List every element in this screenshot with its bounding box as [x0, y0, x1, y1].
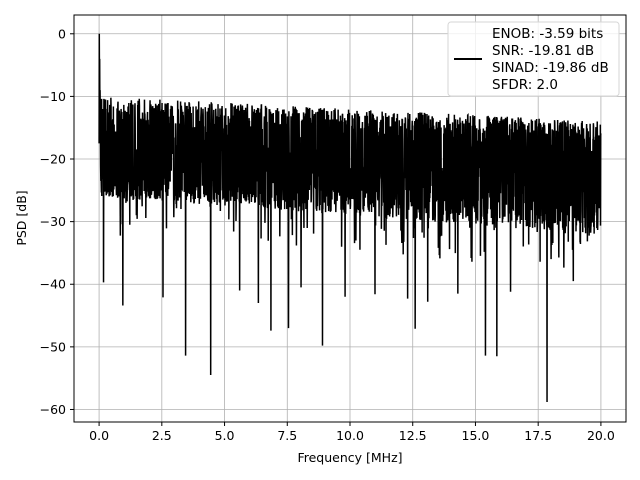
x-tick-label: 5.0: [215, 428, 235, 443]
y-tick-label: −50: [40, 339, 66, 354]
y-tick-label: −20: [40, 152, 66, 167]
y-tick-label: −40: [40, 277, 66, 292]
x-tick-label: 10.0: [336, 428, 364, 443]
x-tick-label: 7.5: [277, 428, 297, 443]
x-tick-label: 2.5: [152, 428, 172, 443]
legend: ENOB: -3.59 bits SNR: -19.81 dB SINAD: -…: [447, 21, 620, 97]
legend-enob: ENOB: -3.59 bits: [492, 26, 603, 42]
y-tick-label: −30: [40, 214, 66, 229]
y-tick-label: −10: [40, 89, 66, 104]
x-axis-label: Frequency [MHz]: [297, 450, 402, 465]
x-tick-label: 15.0: [462, 428, 490, 443]
legend-snr: SNR: -19.81 dB: [492, 43, 594, 59]
legend-box: [447, 21, 620, 97]
plot-area: [98, 33, 602, 402]
psd-series-line: [98, 33, 602, 402]
y-axis-label: PSD [dB]: [14, 190, 29, 245]
legend-sinad: SINAD: -19.86 dB: [492, 60, 609, 76]
x-tick-label: 0.0: [89, 428, 109, 443]
x-tick-label: 12.5: [399, 428, 427, 443]
x-tick-label: 17.5: [524, 428, 552, 443]
x-axis: 0.0 2.5 5.0 7.5 10.0 12.5 15.0 17.5 20.0: [89, 422, 615, 443]
y-axis: 0 −10 −20 −30 −40 −50 −60: [40, 26, 74, 417]
legend-sfdr: SFDR: 2.0: [492, 77, 558, 93]
x-tick-label: 20.0: [587, 428, 615, 443]
y-tick-label: −60: [40, 402, 66, 417]
y-tick-label: 0: [58, 26, 66, 41]
